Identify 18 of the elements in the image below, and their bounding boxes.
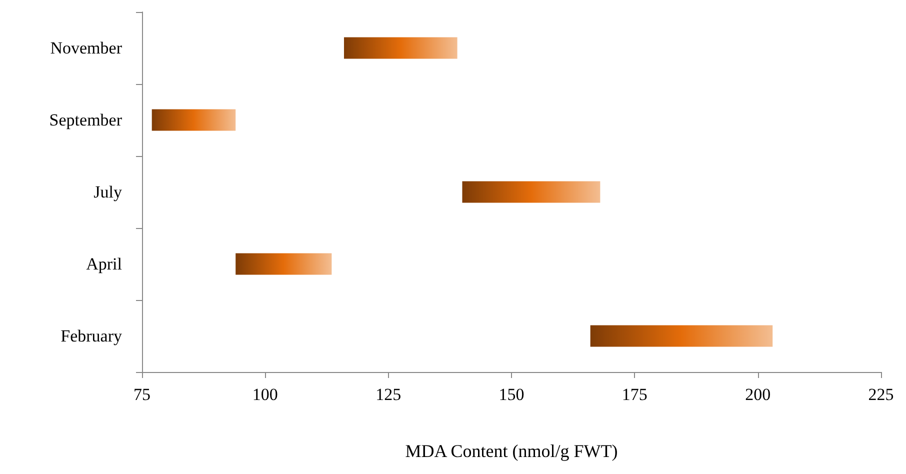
x-axis-title: MDA Content (nmol/g FWT): [405, 441, 618, 461]
x-tick-label: 125: [376, 385, 402, 404]
x-tick-label: 225: [868, 385, 894, 404]
bar: [344, 37, 458, 59]
x-tick-label: 75: [134, 385, 150, 404]
y-tick-label: November: [50, 38, 122, 58]
x-tick-label: 100: [252, 385, 278, 404]
y-tick-label: April: [86, 254, 122, 274]
y-tick-label: February: [60, 326, 122, 346]
x-tick-label: 175: [622, 385, 648, 404]
bar: [462, 181, 600, 203]
bar: [590, 325, 773, 347]
bar: [152, 109, 236, 131]
y-tick-label: September: [49, 110, 122, 130]
y-tick-label: July: [94, 182, 122, 202]
bar: [236, 253, 332, 275]
x-tick-label: 150: [498, 385, 524, 404]
x-tick-label: 200: [745, 385, 771, 404]
